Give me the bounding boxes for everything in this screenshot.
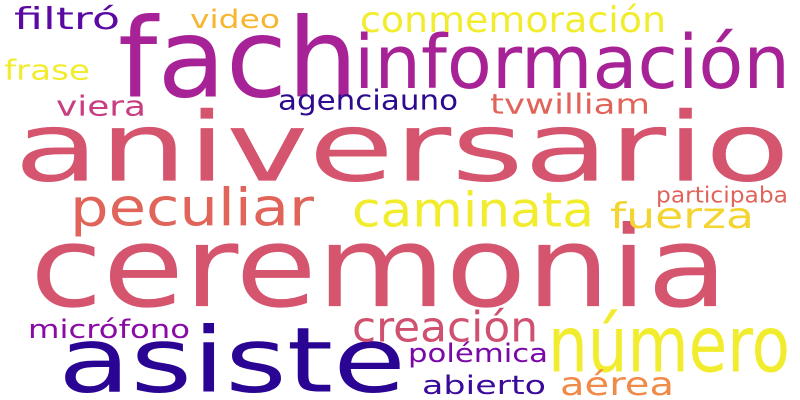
- word-numero: número: [548, 298, 790, 391]
- word-caminata: caminata: [352, 181, 594, 238]
- word-polemica: polémica: [408, 337, 548, 369]
- word-creacion: creación: [352, 302, 538, 352]
- word-asiste: asiste: [58, 307, 406, 400]
- word-participaba: participaba: [656, 182, 788, 208]
- word-filtro: filtró: [14, 1, 120, 37]
- word-peculiar: peculiar: [70, 177, 314, 239]
- word-tvwilliam: tvwilliam: [490, 87, 650, 121]
- word-aerea: aérea: [560, 365, 674, 400]
- word-informacion: información: [354, 19, 790, 106]
- word-agenciauno: agenciauno: [278, 83, 458, 117]
- word-fach: fach: [118, 0, 358, 123]
- word-abierto: abierto: [422, 369, 546, 400]
- word-microfono: micrófono: [28, 313, 190, 345]
- word-ceremonia: ceremonia: [30, 201, 728, 333]
- word-video: video: [190, 3, 280, 35]
- word-fuerza: fuerza: [610, 194, 754, 237]
- word-conmemoracion: conmemoración: [360, 0, 666, 41]
- word-aniversario: aniversario: [14, 91, 790, 204]
- word-viera: viera: [56, 89, 146, 123]
- word-frase: frase: [4, 53, 90, 87]
